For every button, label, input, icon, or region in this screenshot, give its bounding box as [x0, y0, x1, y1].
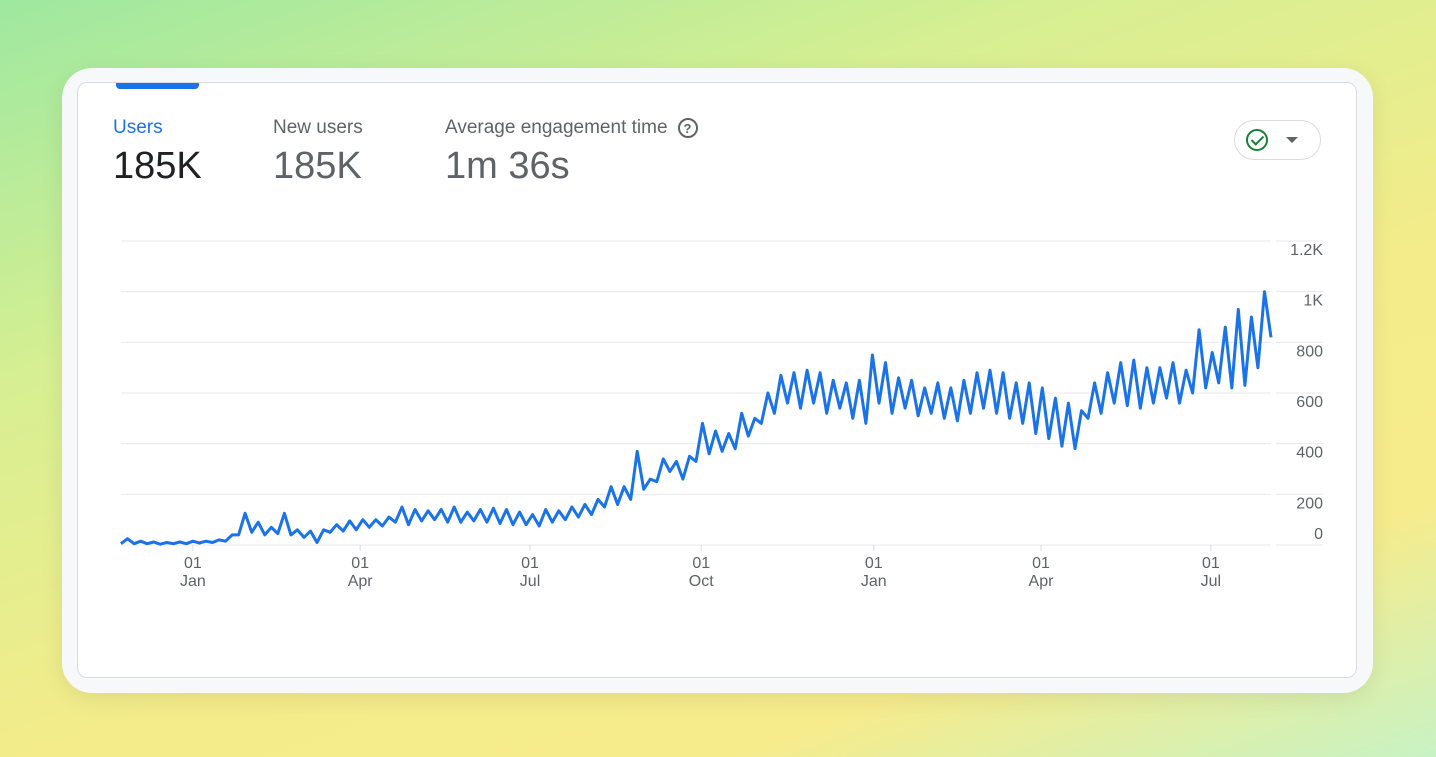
- x-tick-month: Jul: [520, 573, 540, 590]
- compare-dropdown-button[interactable]: [1234, 120, 1321, 160]
- active-tab-indicator: [116, 83, 199, 89]
- users-overview-card: Users 185K New users 185K Average engage…: [77, 82, 1357, 678]
- x-tick-month: Jan: [861, 573, 887, 590]
- x-tick-day: 01: [351, 555, 369, 572]
- metric-label-row: Average engagement time ?: [445, 117, 698, 139]
- x-tick-month: Apr: [1029, 573, 1055, 590]
- metric-users[interactable]: Users 185K: [113, 117, 202, 188]
- metric-value: 185K: [113, 145, 202, 187]
- y-tick-label: 600: [1296, 394, 1323, 411]
- metric-value: 1m 36s: [445, 145, 570, 187]
- x-tick-month: Oct: [689, 573, 714, 590]
- x-tick-month: Apr: [348, 573, 374, 590]
- metric-average-engagement-time[interactable]: Average engagement time ? 1m 36s: [445, 117, 698, 188]
- x-tick-day: 01: [692, 555, 710, 572]
- metric-label: Users: [113, 117, 163, 138]
- x-tick-day: 01: [1032, 555, 1050, 572]
- x-tick-day: 01: [521, 555, 539, 572]
- users-line-chart: 02004006008001K1.2K01Jan01Apr01Jul01Oct0…: [120, 240, 1323, 590]
- x-tick-day: 01: [184, 555, 202, 572]
- series-line-users: [120, 290, 1273, 546]
- y-tick-label: 1K: [1303, 293, 1323, 310]
- y-tick-label: 400: [1296, 445, 1323, 462]
- y-tick-label: 0: [1314, 526, 1323, 543]
- x-tick-month: Jul: [1201, 573, 1221, 590]
- check-circle-icon: [1246, 129, 1268, 151]
- y-tick-label: 800: [1296, 343, 1323, 360]
- x-tick-month: Jan: [180, 573, 206, 590]
- help-circle-icon[interactable]: ?: [677, 118, 698, 138]
- metric-label: New users: [273, 117, 363, 138]
- x-tick-day: 01: [1202, 555, 1220, 572]
- x-tick-day: 01: [865, 555, 883, 572]
- y-tick-label: 1.2K: [1290, 242, 1323, 259]
- caret-down-icon: [1286, 137, 1298, 143]
- metric-value: 185K: [273, 145, 362, 187]
- metric-new-users[interactable]: New users 185K: [273, 117, 363, 188]
- y-tick-label: 200: [1296, 495, 1323, 512]
- metric-label: Average engagement time: [445, 117, 668, 138]
